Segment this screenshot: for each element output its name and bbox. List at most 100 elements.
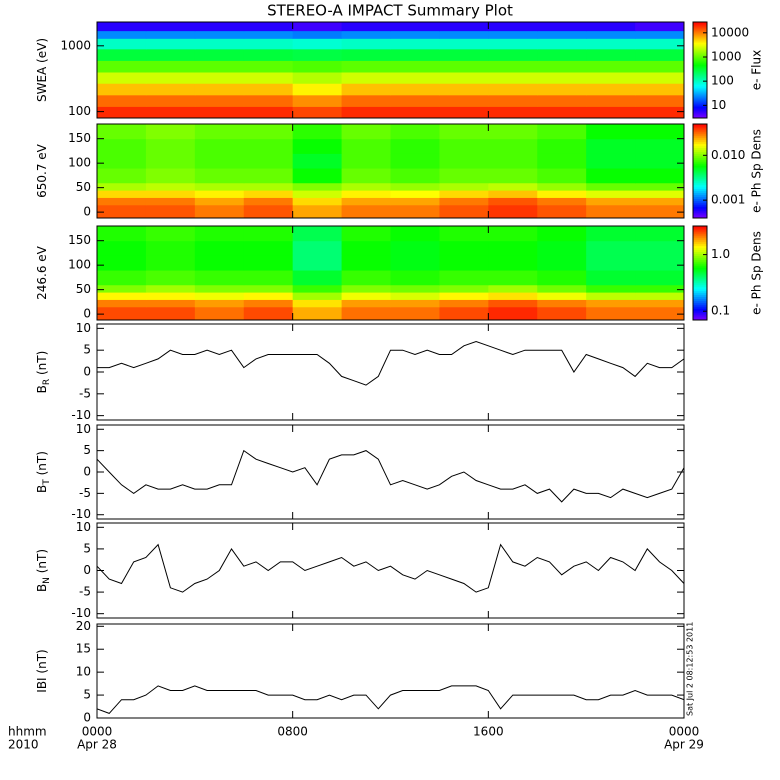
colorbar-swatch <box>693 94 707 97</box>
heatmap-cell <box>194 60 245 73</box>
colorbar-swatch <box>693 38 707 41</box>
heatmap-cell <box>341 255 391 271</box>
heatmap-cell <box>145 190 196 198</box>
heatmap-cell <box>145 71 196 84</box>
heatmap-cell <box>292 106 343 118</box>
colorbar-swatch <box>693 40 707 43</box>
heatmap-cell <box>586 38 636 50</box>
heatmap-cell <box>145 292 196 300</box>
colorbar-swatch <box>693 149 707 152</box>
heatmap-cell <box>194 48 245 61</box>
heatmap-cell <box>390 182 440 191</box>
heatmap-cell <box>537 38 587 50</box>
heatmap-cell <box>194 94 245 107</box>
y-tick-label: -5 <box>79 386 91 400</box>
colorbar-swatch <box>693 267 707 270</box>
heatmap-cell <box>390 38 440 50</box>
heatmap-cell <box>97 284 147 293</box>
colorbar-swatch <box>693 46 707 49</box>
heatmap-cell <box>537 106 587 118</box>
heatmap-cell <box>145 60 196 73</box>
data-line <box>97 340 684 386</box>
y-tick-label: 10 <box>76 321 91 335</box>
heatmap-cell <box>635 48 684 61</box>
heatmap-cell <box>488 48 538 61</box>
heatmap-cell <box>586 94 636 107</box>
colorbar-swatch <box>693 60 707 63</box>
heatmap-cell <box>341 306 391 320</box>
y-axis-label-main: 650.7 eV <box>35 143 49 198</box>
panel-frame <box>96 225 685 321</box>
colorbar-swatch <box>693 171 707 174</box>
heatmap-cell <box>194 168 245 184</box>
heatmap-cell <box>488 38 538 50</box>
heatmap-cell <box>292 292 343 300</box>
heatmap-cell <box>341 106 391 118</box>
heatmap-cell <box>145 153 196 169</box>
colorbar-tick-label: 10 <box>711 98 726 112</box>
heatmap-cell <box>488 190 538 198</box>
colorbar-swatch <box>693 58 707 61</box>
heatmap-cell <box>243 30 294 39</box>
heatmap-cell <box>586 153 636 169</box>
y-tick-label: -5 <box>79 486 91 500</box>
data-line <box>97 685 684 714</box>
heatmap-cell <box>194 255 245 271</box>
colorbar-swatch <box>693 86 707 89</box>
heatmap-cell <box>145 168 196 184</box>
heatmap-cell <box>537 30 587 39</box>
colorbar-swatch <box>693 245 707 249</box>
y-tick-label: 10 <box>76 665 91 679</box>
heatmap-cell <box>145 197 196 206</box>
heatmap-cell <box>537 197 587 206</box>
colorbar-swatch <box>693 80 707 83</box>
colorbar-swatch <box>693 135 707 139</box>
colorbar-swatch <box>693 176 707 180</box>
colorbar-swatch <box>693 282 707 286</box>
colorbar-swatch <box>693 124 707 127</box>
heatmap-cell <box>292 94 343 107</box>
colorbar-swatch <box>693 204 707 207</box>
heatmap-cell <box>537 22 587 32</box>
heatmap-cell <box>194 71 245 84</box>
colorbar-swatch <box>693 44 707 47</box>
heatmap-cell <box>635 124 684 140</box>
heatmap-cell <box>292 204 343 218</box>
timestamp: Sat Jul 2 08:12:53 2011 <box>686 622 695 716</box>
colorbar-tick-label: 100 <box>711 74 734 88</box>
heatmap-cell <box>341 60 391 73</box>
heatmap-cell <box>145 182 196 191</box>
heatmap-cell <box>537 284 587 293</box>
heatmap-cell <box>439 106 489 118</box>
panel-plot <box>97 124 684 218</box>
heatmap-cell <box>537 306 587 320</box>
y-axis-label: SWEA (eV) <box>35 38 49 102</box>
colorbar-swatch <box>693 70 707 73</box>
colorbar-swatch <box>693 304 707 307</box>
heatmap-cell <box>341 48 391 61</box>
heatmap-cell <box>292 270 343 286</box>
heatmap-cell <box>292 299 343 308</box>
colorbar-swatch <box>693 88 707 91</box>
heatmap-cell <box>439 48 489 61</box>
colorbar-swatch <box>693 269 707 272</box>
heatmap-cell <box>97 226 147 242</box>
heatmap-cell <box>439 30 489 39</box>
y-tick-label: 150 <box>68 131 91 145</box>
colorbar-swatch <box>693 78 707 81</box>
heatmap-cell <box>586 30 636 39</box>
colorbar-swatch <box>693 280 707 284</box>
colorbar-swatch <box>693 28 707 31</box>
colorbar-swatch <box>693 147 707 150</box>
heatmap-cell <box>97 106 147 118</box>
heatmap-cell <box>586 71 636 84</box>
y-axis-label-sub: N <box>42 577 52 584</box>
colorbar-swatch <box>693 192 707 195</box>
colorbar-swatch <box>693 32 707 35</box>
colorbar-swatch <box>693 167 707 170</box>
heatmap-cell <box>194 30 245 39</box>
colorbar-swatch <box>693 259 707 262</box>
colorbar-swatch <box>693 237 707 241</box>
colorbar-swatch <box>693 114 707 117</box>
heatmap-cell <box>341 292 391 300</box>
